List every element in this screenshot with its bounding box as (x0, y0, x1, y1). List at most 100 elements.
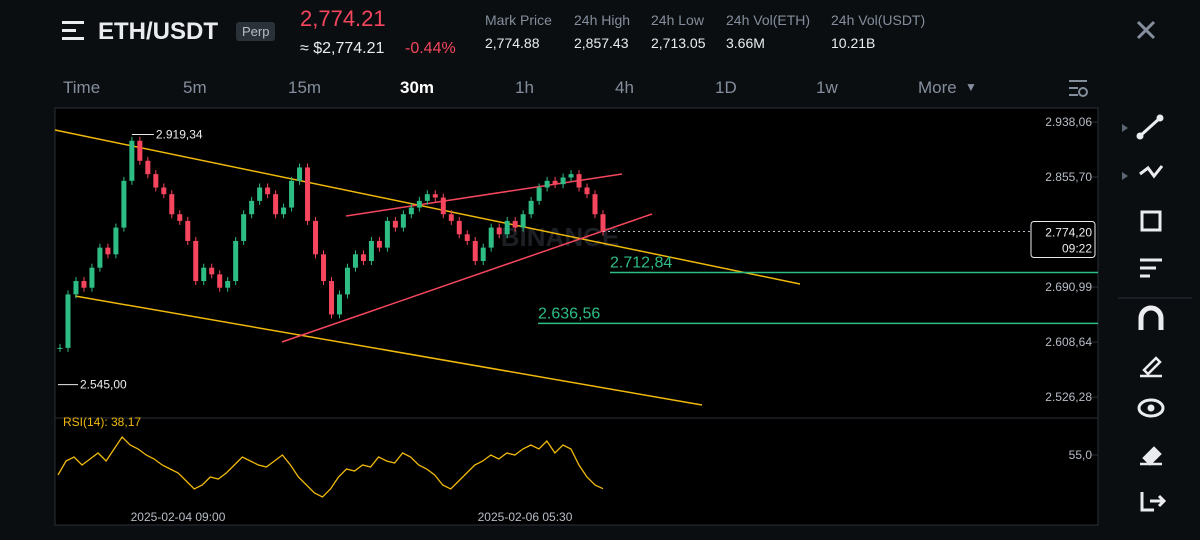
badge: Perp (236, 22, 276, 41)
menu-icon[interactable] (60, 18, 88, 44)
candle (177, 214, 183, 221)
trend-line (54, 129, 801, 285)
interval-tab[interactable]: 4h (615, 78, 634, 97)
candle (313, 220, 319, 255)
drawing-toolbar (1118, 114, 1192, 512)
candle (448, 214, 454, 221)
candle (137, 140, 143, 161)
candle (544, 180, 550, 188)
settings-icon[interactable] (1066, 78, 1090, 98)
candle (129, 140, 135, 181)
interval-tab[interactable]: More (918, 78, 957, 97)
low-marker-label: 2.545,00 (80, 378, 127, 392)
candle (560, 177, 566, 185)
candle (281, 207, 287, 215)
y-tick-label: 2.938,06 (1045, 115, 1092, 129)
candle (105, 247, 111, 255)
candle (432, 194, 438, 198)
interval-tab[interactable]: 30m (400, 78, 435, 97)
candle (600, 214, 606, 232)
stat-label: 24h Vol(USDT) (831, 12, 926, 28)
interval-tab[interactable]: 1h (515, 78, 534, 97)
candle (512, 220, 518, 228)
interval-tab[interactable]: 1w (816, 78, 838, 97)
x-tick-label: 2025-02-04 09:00 (131, 510, 226, 524)
candle (504, 220, 510, 235)
interval-tab[interactable]: 5m (183, 78, 207, 97)
candle (161, 187, 167, 195)
candle (576, 174, 582, 188)
chart: BINANCE 2.938,06 2.855,70 2.690,99 2.608,64… (54, 107, 1099, 526)
stat-label: 24h Vol(ETH) (726, 12, 811, 28)
candle (528, 200, 534, 215)
candle (297, 167, 303, 181)
y-tick-label: 2.690,99 (1045, 280, 1092, 294)
candle (257, 187, 263, 201)
level-label: 2.712,84 (610, 254, 672, 271)
candle (73, 281, 79, 295)
candle (376, 240, 382, 248)
rsi-line (57, 435, 604, 498)
trend-line (281, 213, 653, 343)
candle (97, 247, 103, 268)
chart-panel (54, 107, 1099, 526)
usd-price: ≈ $2,774.21 (300, 40, 385, 57)
candle (185, 220, 191, 241)
interval-tab[interactable]: 1D (715, 78, 737, 97)
candle (336, 294, 342, 315)
candle (520, 214, 526, 228)
candle (472, 240, 478, 262)
candle (145, 160, 151, 175)
candle (329, 281, 334, 315)
candle (384, 220, 390, 248)
candle (193, 240, 199, 282)
stat-label: 24h Low (651, 12, 704, 28)
level-label: 2.636,56 (538, 305, 600, 322)
candle (305, 167, 311, 221)
y-tick-label: 55,0 (1069, 448, 1093, 462)
x-tick-label: 2025-02-06 05:30 (478, 510, 573, 524)
candle (408, 207, 414, 215)
candle (536, 187, 542, 201)
candle (592, 194, 598, 215)
y-tick-label: 2.526,28 (1045, 390, 1092, 404)
stat-label: 24h High (574, 12, 631, 28)
candle (568, 174, 574, 178)
change: -0.44% (405, 40, 456, 57)
candle (464, 234, 470, 241)
candle (344, 267, 350, 295)
candle (321, 254, 327, 282)
candle (249, 200, 255, 215)
candle (368, 240, 374, 262)
candle (217, 274, 223, 288)
candle (273, 194, 279, 215)
symbol[interactable]: ETH/USDT (98, 18, 218, 45)
candle (153, 174, 159, 188)
candle (81, 281, 87, 288)
candle (480, 247, 486, 262)
candle (265, 187, 271, 195)
interval-tab[interactable]: 15m (288, 78, 322, 97)
candle (121, 180, 127, 228)
candle (113, 227, 119, 255)
y-tick-label: 2.608,64 (1045, 335, 1092, 349)
current-price-label: 2.774,20 (1045, 225, 1092, 239)
trend-line (74, 295, 703, 406)
candle (392, 220, 398, 228)
countdown: 09:22 (1062, 241, 1092, 255)
stat-value: 2,774.88 (485, 35, 540, 51)
stat-value: 2,857.43 (574, 35, 629, 51)
candle (57, 347, 63, 349)
candle (201, 267, 207, 282)
candle (233, 240, 239, 282)
close-icon[interactable] (1134, 18, 1158, 42)
rsi-label: RSI(14): 38,17 (63, 415, 141, 429)
candle (488, 227, 494, 248)
candle (360, 254, 366, 262)
stat-label: Mark Price (485, 12, 552, 28)
trend-line (345, 173, 623, 217)
candle (416, 200, 422, 208)
dropdown-caret[interactable]: ▼ (965, 80, 977, 94)
interval-tab[interactable]: Time (63, 78, 101, 97)
